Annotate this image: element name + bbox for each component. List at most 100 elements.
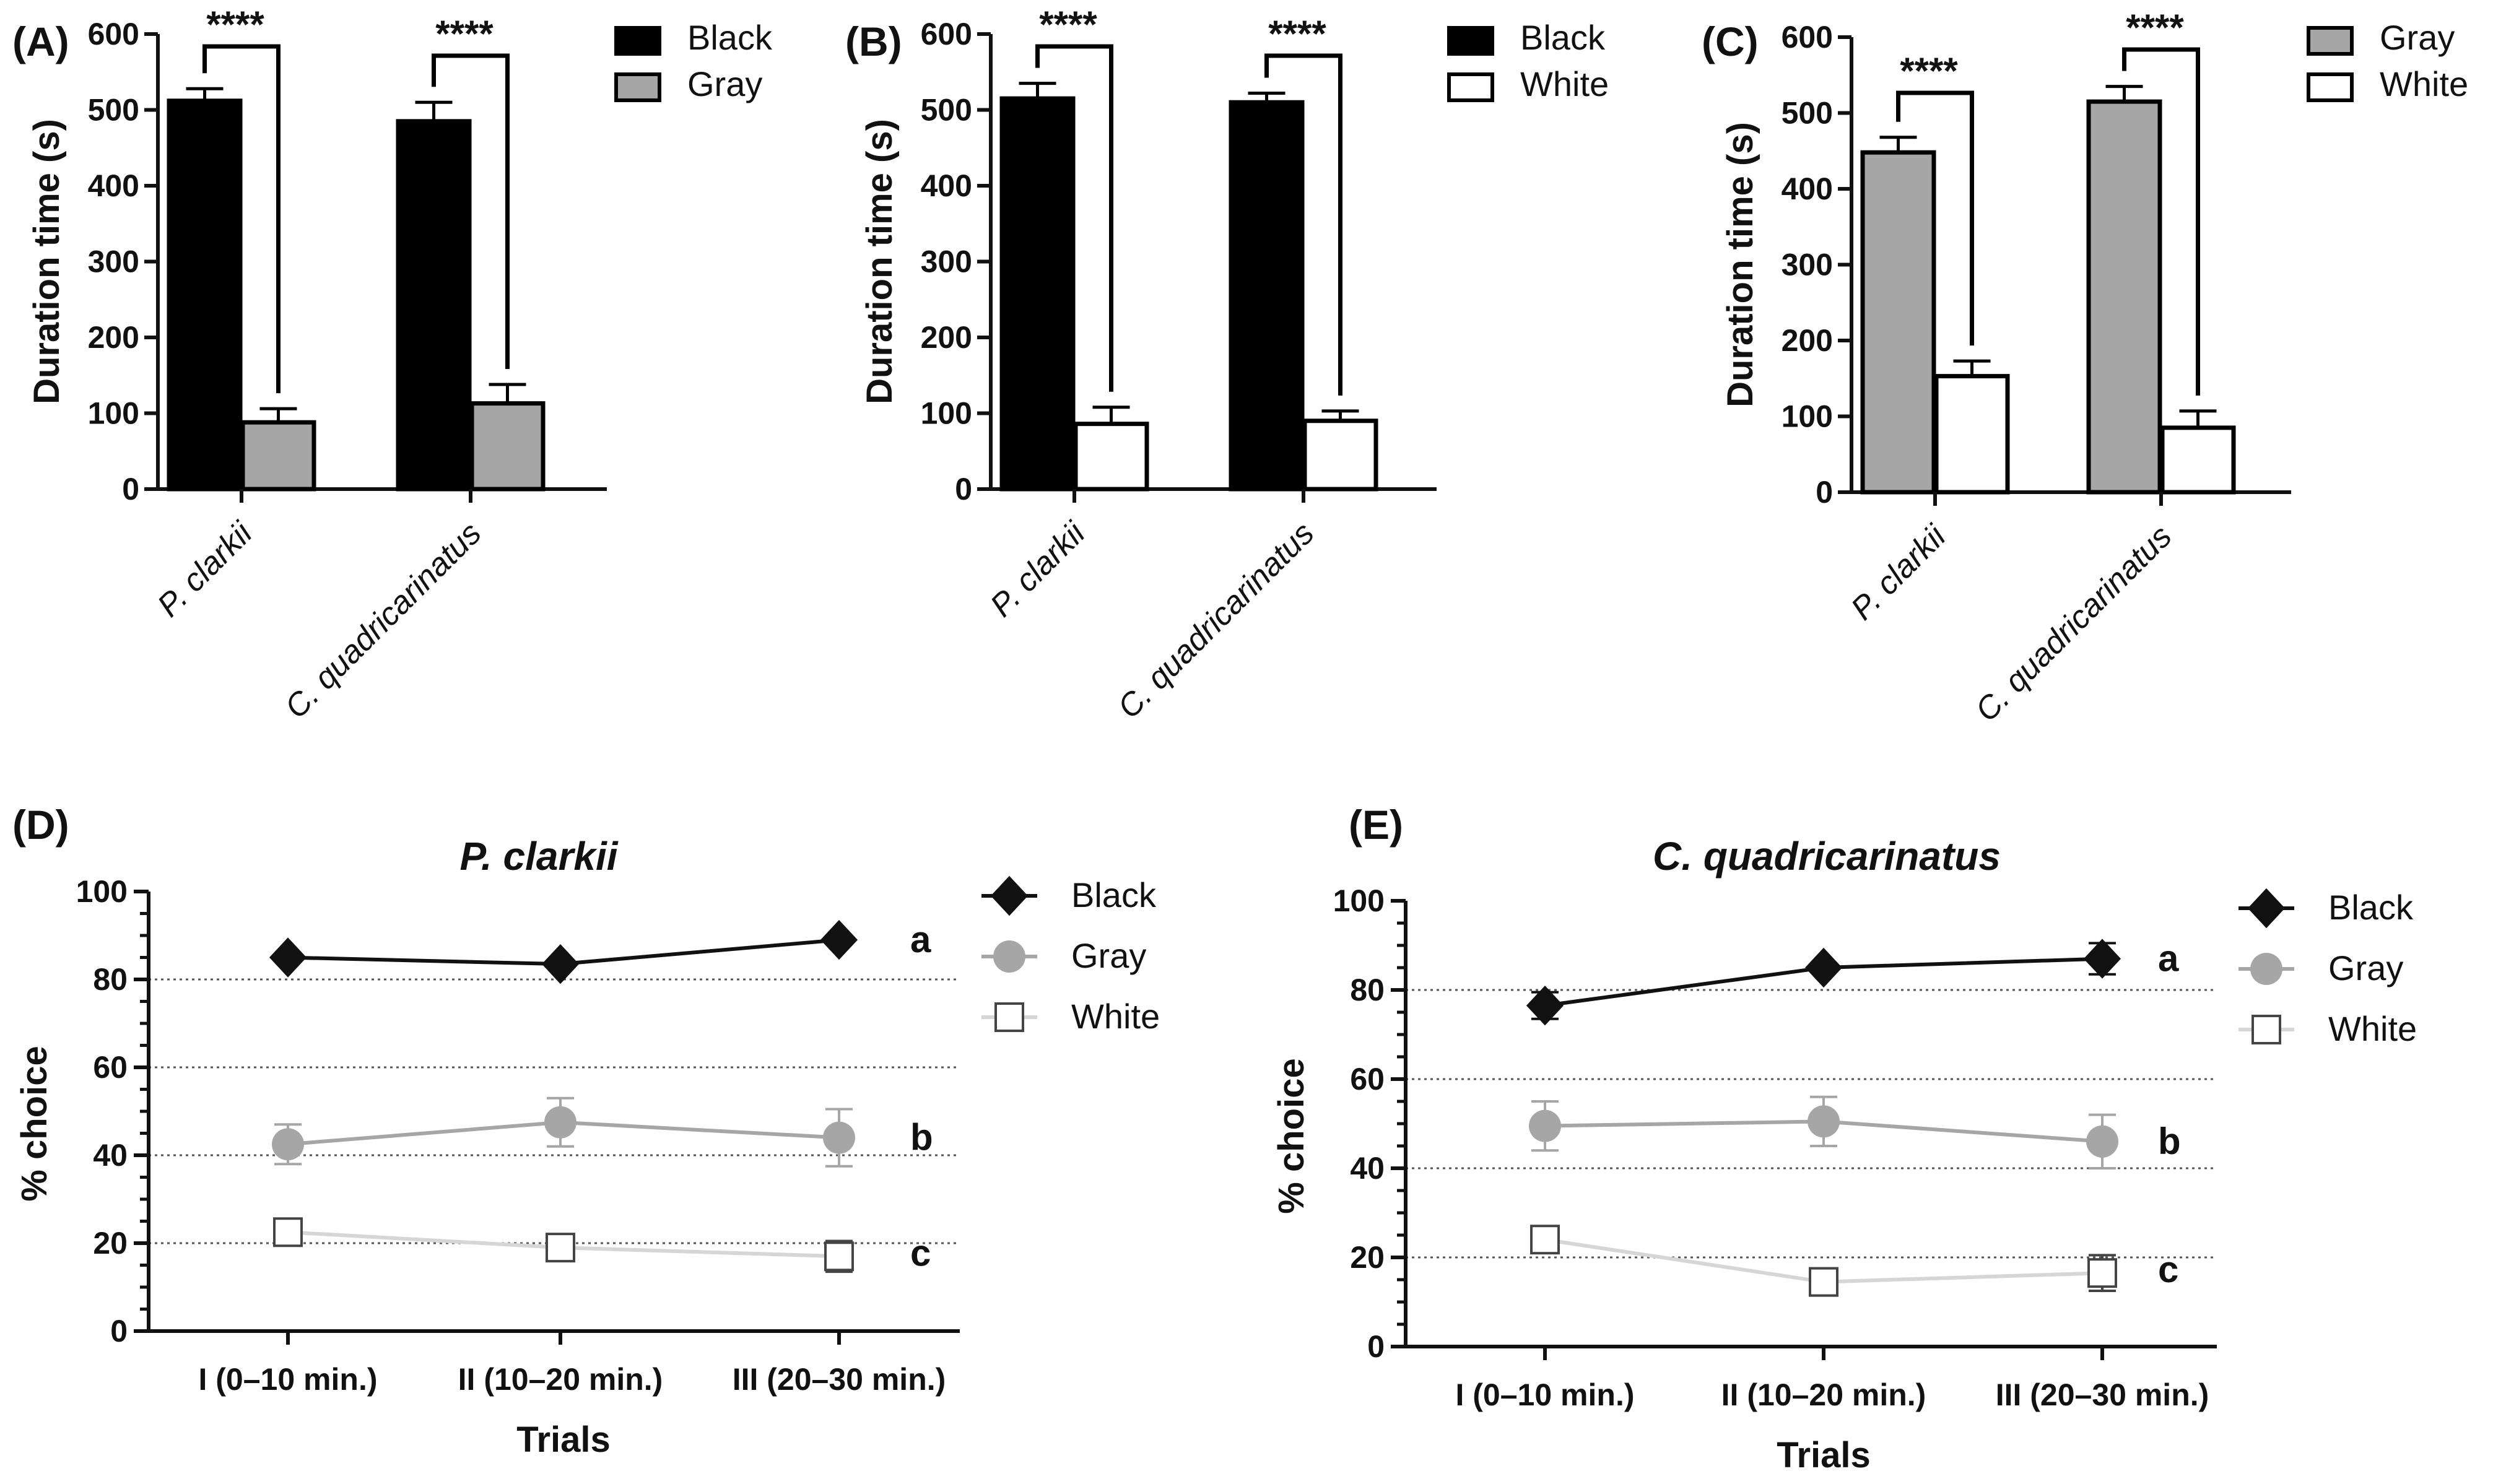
x-category-label: III (20–30 min.) bbox=[733, 1362, 946, 1397]
group-letter: c bbox=[2158, 1249, 2178, 1290]
y-tick-label: 60 bbox=[93, 1050, 128, 1085]
legend-swatch-white bbox=[2307, 72, 2354, 102]
bar-chart-panel-a: (A) 0 100 200 300 400 500 600 Duration time (s) *… bbox=[12, 4, 773, 726]
line-chart-panel-d: (D) P. clarkii 0 20 40 60 80 100 % choice I (0–10… bbox=[12, 802, 1160, 1460]
group-letter: b bbox=[2158, 1121, 2181, 1162]
marker-diamond bbox=[2083, 939, 2121, 979]
y-tick-label: 40 bbox=[1350, 1151, 1385, 1186]
legend-swatch-white bbox=[1447, 72, 1494, 102]
y-tick-label: 400 bbox=[88, 168, 139, 203]
bar-white bbox=[1302, 419, 1378, 492]
significance-bracket bbox=[1035, 44, 1113, 392]
panel-label: (E) bbox=[1349, 802, 1403, 848]
y-tick-label: 100 bbox=[921, 396, 972, 431]
y-tick-label: 600 bbox=[88, 17, 139, 51]
group-letter: a bbox=[2158, 938, 2179, 979]
group-letter: c bbox=[910, 1232, 931, 1274]
marker-square bbox=[1530, 1225, 1560, 1255]
marker-circle bbox=[2086, 1125, 2118, 1158]
legend-label: Black bbox=[1071, 875, 1157, 914]
legend-label: White bbox=[1071, 997, 1160, 1036]
line-chart-panel-e: (E) C. quadricarinatus 0 20 40 60 80 100 % choic… bbox=[1271, 802, 2417, 1475]
x-category-label: I (0–10 min.) bbox=[199, 1362, 378, 1397]
legend-swatch-gray bbox=[2307, 26, 2354, 56]
bar-black bbox=[167, 98, 243, 492]
y-tick-label: 0 bbox=[955, 472, 972, 506]
y-tick-label: 300 bbox=[1782, 248, 1833, 282]
marker-square bbox=[2252, 1015, 2281, 1044]
legend-label: Black bbox=[687, 18, 773, 57]
y-tick-label: 200 bbox=[921, 320, 972, 355]
marker-square bbox=[546, 1233, 575, 1263]
y-tick-label: 600 bbox=[921, 17, 972, 51]
legend-label: White bbox=[2380, 64, 2468, 103]
legend-label: Gray bbox=[2380, 18, 2455, 57]
marker-circle bbox=[993, 940, 1025, 973]
x-category-label: C. quadricarinatus bbox=[1969, 518, 2178, 728]
significance-label: **** bbox=[1268, 13, 1326, 54]
legend-label: Black bbox=[1520, 18, 1606, 57]
y-tick-label: 80 bbox=[1350, 973, 1385, 1007]
bar-chart-panel-c: (C) 0 100 200 300 400 500 600 Duration time (s) *… bbox=[1702, 7, 2468, 729]
marker-diamond bbox=[1526, 986, 1564, 1026]
x-axis-title: Trials bbox=[516, 1420, 611, 1460]
y-tick-label: 400 bbox=[1782, 171, 1833, 206]
x-category-label: C. quadricarinatus bbox=[1111, 515, 1321, 725]
y-tick-label: 600 bbox=[1782, 20, 1833, 54]
y-tick-label: 0 bbox=[110, 1314, 128, 1348]
legend-swatch-black bbox=[1447, 26, 1494, 56]
legend-label: Black bbox=[2328, 888, 2414, 927]
panel-label: (A) bbox=[12, 19, 69, 64]
marker-square bbox=[994, 1002, 1024, 1032]
x-category-label: I (0–10 min.) bbox=[1456, 1378, 1635, 1412]
y-tick-label: 100 bbox=[76, 874, 128, 909]
significance-bracket bbox=[432, 53, 510, 369]
marker-square bbox=[273, 1217, 303, 1248]
legend-label: Gray bbox=[1071, 936, 1146, 975]
chart-title: P. clarkii bbox=[459, 834, 618, 879]
significance-bracket bbox=[202, 44, 281, 394]
x-category-label: II (10–20 min.) bbox=[1721, 1378, 1926, 1412]
marker-circle bbox=[823, 1121, 855, 1154]
y-axis-title: Duration time (s) bbox=[1720, 122, 1760, 407]
y-tick-label: 300 bbox=[88, 245, 139, 279]
x-category-label: P. clarkii bbox=[1844, 518, 1953, 627]
y-tick-label: 100 bbox=[1782, 399, 1833, 434]
significance-bracket bbox=[2122, 47, 2200, 396]
marker-diamond bbox=[541, 944, 580, 984]
y-tick-label: 100 bbox=[88, 396, 139, 431]
bar-gray bbox=[1860, 150, 1936, 495]
y-tick-label: 80 bbox=[93, 962, 128, 997]
bar-black bbox=[1229, 100, 1305, 492]
bar-gray bbox=[2086, 99, 2162, 495]
significance-label: **** bbox=[435, 13, 494, 54]
legend-swatch-gray bbox=[614, 72, 661, 102]
x-category-label: C. quadricarinatus bbox=[278, 515, 488, 725]
y-axis-title: % choice bbox=[14, 1046, 54, 1201]
marker-diamond bbox=[990, 875, 1029, 916]
significance-bracket bbox=[1264, 53, 1342, 396]
group-letter: b bbox=[910, 1117, 933, 1158]
bar-black bbox=[396, 119, 472, 492]
y-tick-label: 0 bbox=[122, 472, 139, 506]
y-tick-label: 20 bbox=[93, 1226, 128, 1261]
marker-square bbox=[824, 1241, 854, 1272]
bar-gray bbox=[469, 401, 546, 492]
legend-label: White bbox=[2328, 1009, 2417, 1048]
legend-label: Gray bbox=[687, 64, 762, 103]
marker-circle bbox=[272, 1128, 304, 1161]
y-tick-label: 0 bbox=[1816, 475, 1833, 510]
bar-gray bbox=[240, 420, 316, 492]
marker-diamond bbox=[820, 919, 858, 960]
marker-circle bbox=[2250, 953, 2282, 985]
marker-diamond bbox=[1804, 947, 1843, 988]
bar-black bbox=[999, 96, 1076, 492]
marker-circle bbox=[1529, 1109, 1561, 1142]
marker-diamond bbox=[269, 937, 307, 978]
x-category-label: II (10–20 min.) bbox=[458, 1362, 663, 1397]
y-tick-label: 20 bbox=[1350, 1240, 1385, 1275]
y-tick-label: 500 bbox=[88, 93, 139, 128]
x-category-label: III (20–30 min.) bbox=[1996, 1378, 2209, 1412]
y-tick-label: 200 bbox=[88, 320, 139, 355]
